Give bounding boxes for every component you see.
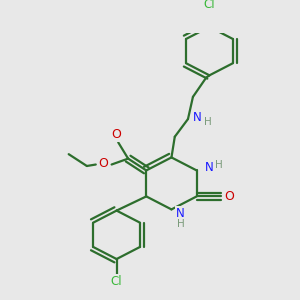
Text: Cl: Cl — [204, 0, 215, 11]
Text: O: O — [225, 190, 235, 203]
Text: H: H — [215, 160, 223, 170]
Text: O: O — [98, 157, 108, 169]
Text: N: N — [205, 161, 214, 174]
Text: N: N — [193, 111, 202, 124]
Text: H: H — [177, 219, 184, 229]
Text: O: O — [112, 128, 122, 142]
Text: H: H — [204, 117, 212, 127]
Text: N: N — [176, 207, 185, 220]
Text: Cl: Cl — [111, 275, 122, 288]
